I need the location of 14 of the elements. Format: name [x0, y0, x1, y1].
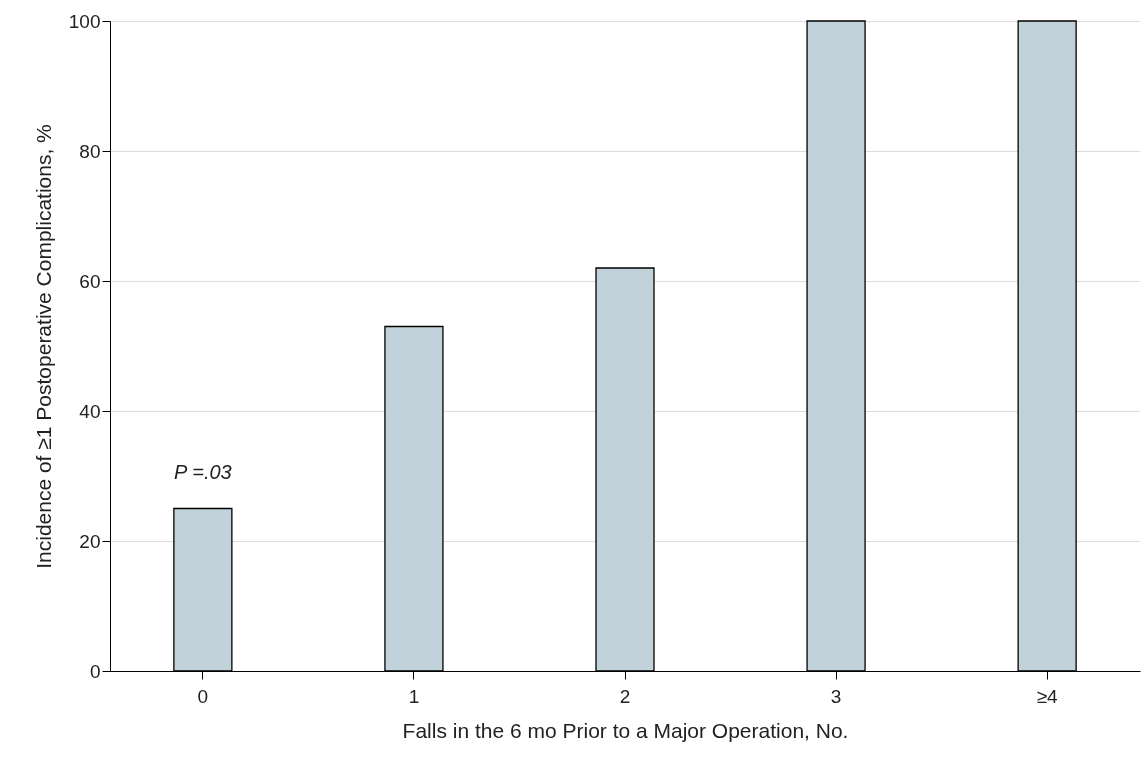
x-tick-label: 0	[197, 685, 209, 707]
x-axis-title: Falls in the 6 mo Prior to a Major Operation, No.	[402, 718, 849, 742]
x-tick-label: 3	[830, 685, 842, 707]
y-axis-title: Incidence of ≥1 Postoperative Complications, %	[31, 124, 55, 569]
x-tick-label: 1	[408, 685, 420, 707]
y-tick-label: 80	[79, 140, 101, 162]
y-tick-label: 20	[79, 530, 101, 552]
y-tick-label: 40	[79, 400, 101, 422]
y-tick-label: 100	[68, 10, 101, 32]
annotation: P =.03	[174, 460, 232, 483]
y-tick-label: 0	[89, 660, 101, 682]
y-tick-label: 60	[79, 270, 101, 292]
x-tick-label: ≥4	[1036, 685, 1059, 707]
x-tick-label: 2	[619, 685, 631, 707]
